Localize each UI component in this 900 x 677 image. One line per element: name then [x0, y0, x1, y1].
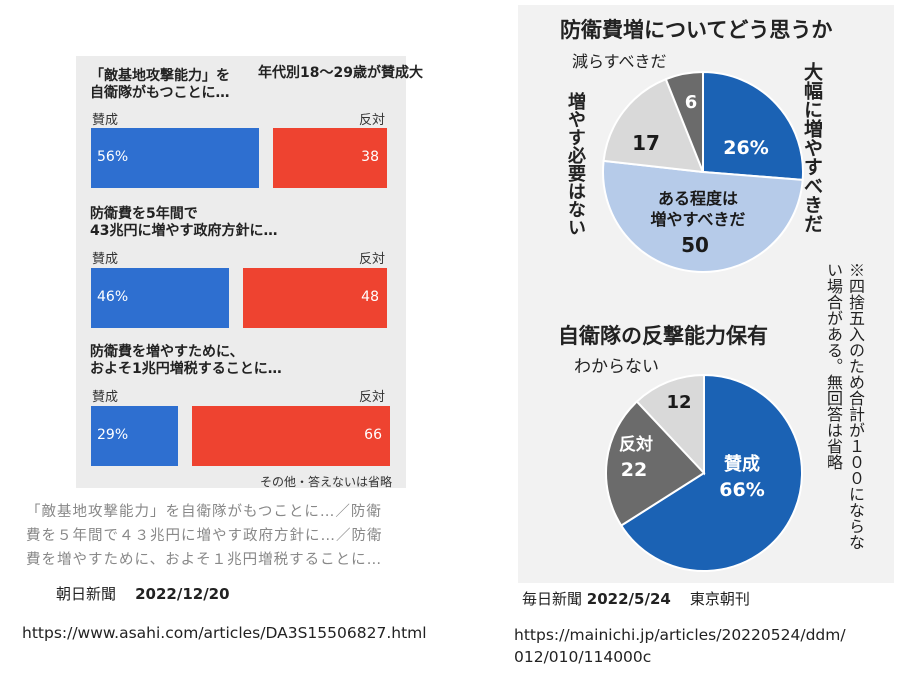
- asahi-source: 朝日新聞 2022/12/20: [56, 583, 230, 604]
- oppose-label: 反対: [359, 390, 386, 405]
- caption-line: 費を増やすために、およそ１兆円増税することに…: [26, 552, 383, 568]
- pie1-chart: 26% ある程度は 増やすべきだ 50 17 6: [602, 70, 804, 273]
- question-3-title: 防衛費を増やすために、 およそ1兆円増税することに…: [90, 344, 282, 378]
- question-title-line: およそ1兆円増税することに…: [90, 361, 282, 377]
- pie2-value-unknown: 12: [666, 392, 691, 413]
- caption-line: 費を５年間で４３兆円に増やす政府方針に…／防衛: [26, 528, 383, 544]
- url-line: 012/010/114000c: [514, 648, 652, 666]
- question-1-title: 「敵基地攻撃能力」を 自衛隊がもつことに…: [90, 68, 230, 102]
- bar-value-label: 46%: [97, 289, 129, 305]
- pie1-value-some: 50: [681, 233, 709, 257]
- pie-slice: [702, 70, 804, 182]
- agree-label: 賛成: [92, 252, 119, 267]
- pie1-label-no-increase: 増やす必要はない: [565, 92, 586, 236]
- oppose-label: 反対: [359, 113, 386, 128]
- question-title-line: 「敵基地攻撃能力」を: [90, 68, 230, 84]
- bar-agree-q1: 56%: [91, 128, 259, 188]
- pie2-chart: 賛成 66% 反対 22 12: [605, 373, 803, 572]
- pie1-title: 防衛費増についてどう思うか: [560, 18, 833, 42]
- source-name: 毎日新聞: [522, 590, 583, 608]
- caption-line: 「敵基地攻撃能力」を自衛隊がもつことに…／防衛: [26, 504, 382, 520]
- bar-value-label: 38: [361, 149, 379, 165]
- question-2-title: 防衛費を5年間で 43兆円に増やす政府方針に…: [90, 206, 277, 240]
- bar-value-label: 56%: [97, 149, 129, 165]
- pie-slice: [664, 70, 704, 173]
- question-title-line: 自衛隊がもつことに…: [90, 85, 230, 101]
- mainichi-url[interactable]: https://mainichi.jp/articles/20220524/dd…: [514, 624, 846, 668]
- pie-slice: [602, 159, 804, 273]
- age-group-note: 年代別18〜29歳が賛成大: [258, 65, 423, 81]
- bar-value-label: 66: [364, 427, 382, 443]
- pie2-value-agree: 66%: [719, 479, 764, 501]
- source-name: 朝日新聞: [56, 585, 117, 603]
- question-title-line: 43兆円に増やす政府方針に…: [90, 223, 278, 239]
- source-date: 2022/12/20: [135, 585, 230, 603]
- pie-slice: [605, 400, 706, 527]
- oppose-label: 反対: [359, 252, 386, 267]
- mainichi-source: 毎日新聞 2022/5/24 東京朝刊: [522, 588, 750, 609]
- pie2-label-oppose: 反対: [619, 434, 653, 455]
- bar-agree-q3: 29%: [91, 406, 178, 466]
- bar-value-label: 48: [361, 289, 379, 305]
- pie2-value-oppose: 22: [621, 459, 647, 481]
- pie1-label-reduce: 減らすべきだ: [572, 52, 667, 71]
- url-line: https://mainichi.jp/articles/20220524/dd…: [514, 626, 846, 644]
- pie1-value-significant: 26%: [723, 137, 768, 159]
- source-date: 2022/5/24: [586, 590, 671, 608]
- pie2-label-unknown: わからない: [574, 357, 659, 377]
- pie1-value-no-increase: 17: [632, 131, 660, 155]
- pie-slice: [635, 373, 705, 476]
- pie1-label-some-line2: 増やすべきだ: [651, 210, 746, 229]
- question-title-line: 防衛費を5年間で: [90, 206, 198, 222]
- bar-agree-q2: 46%: [91, 268, 229, 328]
- bar-oppose-q3: 66: [192, 406, 390, 466]
- asahi-url[interactable]: https://www.asahi.com/articles/DA3S15506…: [22, 624, 427, 642]
- pie1-label-significant: 大幅に増やすべきだ: [801, 62, 823, 233]
- footnote: その他・答えないは省略: [260, 475, 393, 489]
- pie-slice: [602, 77, 705, 174]
- bar-value-label: 29%: [97, 427, 129, 443]
- pie-slice: [619, 373, 803, 572]
- pie2-title: 自衛隊の反撃能力保有: [558, 324, 768, 348]
- pie1-label-some-line1: ある程度は: [658, 189, 738, 208]
- source-edition: 東京朝刊: [689, 590, 750, 608]
- pie-note: ※四捨五入のため合計が１００にならない場合がある。無回答は省略: [824, 262, 865, 550]
- bar-oppose-q1: 38: [273, 128, 387, 188]
- bar-oppose-q2: 48: [243, 268, 387, 328]
- article-caption: 「敵基地攻撃能力」を自衛隊がもつことに…／防衛 費を５年間で４３兆円に増やす政府…: [26, 500, 466, 572]
- question-title-line: 防衛費を増やすために、: [90, 344, 244, 360]
- pie1-value-reduce: 6: [685, 92, 698, 113]
- agree-label: 賛成: [92, 113, 119, 128]
- agree-label: 賛成: [92, 390, 119, 405]
- pie2-label-agree: 賛成: [724, 453, 760, 475]
